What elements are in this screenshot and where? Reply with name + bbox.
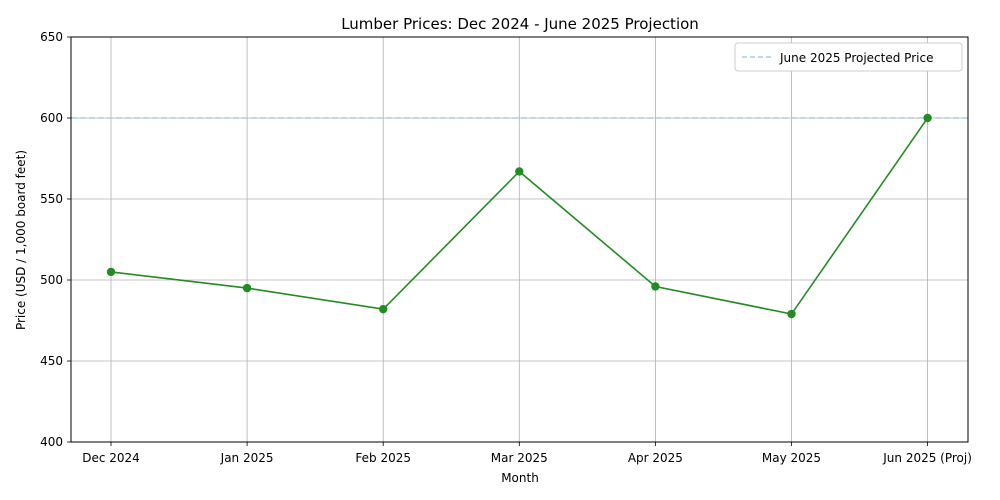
chart-title: Lumber Prices: Dec 2024 - June 2025 Proj… bbox=[341, 15, 699, 33]
x-tick-label: Dec 2024 bbox=[82, 451, 140, 465]
axis-ticks: Dec 2024 Jan 2025 Feb 2025 Mar 2025 Apr 2025… bbox=[40, 30, 972, 465]
x-tick-label: Jun 2025 (Proj) bbox=[882, 451, 972, 465]
x-tick-label: Apr 2025 bbox=[628, 451, 683, 465]
legend-entry-label: June 2025 Projected Price bbox=[779, 51, 933, 65]
x-axis-label: Month bbox=[501, 471, 539, 485]
data-point bbox=[787, 309, 796, 319]
data-point bbox=[106, 267, 116, 277]
legend: June 2025 Projected Price bbox=[734, 42, 963, 72]
y-axis-label: Price (USD / 1,000 board feet) bbox=[14, 150, 28, 330]
data-point bbox=[515, 167, 524, 176]
y-tick-label: 550 bbox=[40, 192, 63, 206]
legend-box bbox=[734, 42, 963, 72]
data-point bbox=[923, 113, 932, 123]
y-tick-label: 600 bbox=[40, 111, 63, 125]
x-tick-label: Feb 2025 bbox=[355, 451, 411, 465]
x-tick-label: Mar 2025 bbox=[491, 451, 548, 465]
x-tick-label: May 2025 bbox=[762, 451, 821, 465]
x-tick-label: Jan 2025 bbox=[220, 451, 274, 465]
y-tick-label: 450 bbox=[40, 354, 63, 368]
data-point bbox=[651, 282, 660, 291]
y-tick-label: 500 bbox=[40, 273, 63, 287]
y-tick-label: 650 bbox=[40, 30, 63, 44]
grid-lines bbox=[71, 36, 968, 443]
data-point bbox=[242, 283, 252, 293]
data-point bbox=[379, 304, 388, 314]
series-layer bbox=[106, 113, 932, 319]
y-tick-label: 400 bbox=[40, 435, 63, 449]
